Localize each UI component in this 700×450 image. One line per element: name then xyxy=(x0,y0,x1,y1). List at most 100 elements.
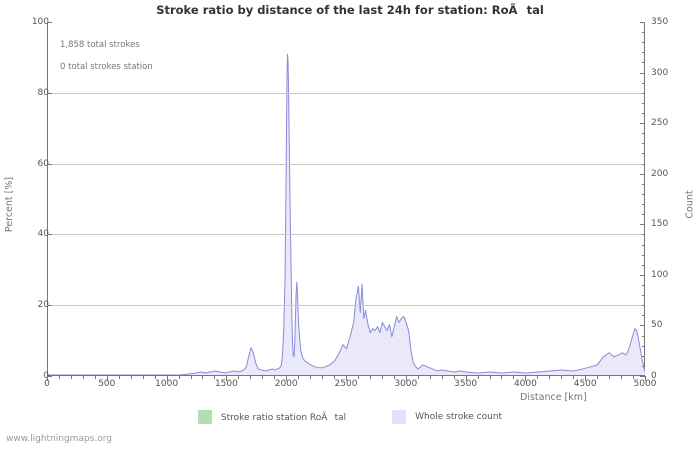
y-axis-right-minor-tick xyxy=(642,164,645,165)
gridline xyxy=(48,163,644,165)
x-axis-minor-tick xyxy=(83,376,84,379)
y-axis-right-minor-tick xyxy=(642,133,645,134)
annotation-block: 1,858 total strokes 0 total strokes stat… xyxy=(60,29,153,84)
x-axis-minor-tick xyxy=(633,376,634,379)
x-axis-tick-mark xyxy=(525,376,526,381)
y-axis-right-minor-tick xyxy=(642,83,645,84)
y-axis-right-minor-tick xyxy=(642,295,645,296)
x-axis-minor-tick xyxy=(59,376,60,379)
y-axis-right-minor-tick xyxy=(642,194,645,195)
y-axis-right-tick-label: 300 xyxy=(651,67,669,78)
x-axis-tick-label: 1000 xyxy=(155,379,179,389)
y-axis-right-minor-tick xyxy=(642,285,645,286)
x-axis-minor-tick xyxy=(549,376,550,379)
x-axis-tick-label: 1500 xyxy=(214,379,238,389)
y-axis-right-tick-label: 50 xyxy=(651,320,663,331)
y-axis-right-minor-tick xyxy=(642,255,645,256)
legend-swatch-icon xyxy=(197,410,212,424)
y-axis-right-minor-tick xyxy=(642,32,645,33)
y-axis-right-minor-tick xyxy=(642,305,645,306)
y-axis-right-minor-tick xyxy=(642,204,645,205)
x-axis-minor-tick xyxy=(179,376,180,379)
x-axis-minor-tick xyxy=(71,376,72,379)
x-axis-tick-mark xyxy=(167,376,168,381)
legend-label: Whole stroke count xyxy=(415,412,503,422)
y-axis-left-label: Percent [%] xyxy=(4,176,16,233)
legend-item-stroke-ratio[interactable]: Stroke ratio station RoÃtal xyxy=(197,410,347,424)
x-axis-tick-label: 2000 xyxy=(274,379,298,389)
y-axis-right-tick-mark xyxy=(640,73,645,74)
x-axis-tick-mark xyxy=(645,376,646,381)
y-axis-left-tick-mark xyxy=(47,93,52,94)
x-axis-minor-tick xyxy=(537,376,538,379)
x-axis-minor-tick xyxy=(274,376,275,379)
y-axis-right-tick-label: 100 xyxy=(651,269,669,280)
x-axis-minor-tick xyxy=(214,376,215,379)
x-axis-minor-tick xyxy=(501,376,502,379)
y-axis-left-tick-mark xyxy=(47,234,52,235)
x-axis-minor-tick xyxy=(310,376,311,379)
y-axis-right-minor-tick xyxy=(642,113,645,114)
x-axis-minor-tick xyxy=(573,376,574,379)
y-axis-right-minor-tick xyxy=(642,52,645,53)
y-axis-right-tick-label: 350 xyxy=(651,17,669,27)
x-axis-minor-tick xyxy=(394,376,395,379)
y-axis-right-tick-mark xyxy=(640,325,645,326)
x-axis-minor-tick xyxy=(561,376,562,379)
y-axis-right-tick-mark xyxy=(640,123,645,124)
y-axis-right-minor-tick xyxy=(642,42,645,43)
y-axis-left-tick-mark xyxy=(47,164,52,165)
x-axis-minor-tick xyxy=(298,376,299,379)
x-axis-tick-label: 2500 xyxy=(334,379,358,389)
x-axis-minor-tick xyxy=(238,376,239,379)
x-axis-minor-tick xyxy=(490,376,491,379)
x-axis-minor-tick xyxy=(262,376,263,379)
x-axis-minor-tick xyxy=(454,376,455,379)
x-axis-tick-mark xyxy=(226,376,227,381)
x-axis-minor-tick xyxy=(322,376,323,379)
x-axis-tick-label: 5000 xyxy=(633,379,657,389)
x-axis-tick-label: 3500 xyxy=(454,379,478,389)
y-axis-right-tick-mark xyxy=(640,174,645,175)
legend-swatch-icon xyxy=(392,410,407,424)
x-axis-tick-label: 0 xyxy=(44,379,50,389)
x-axis-tick-label: 500 xyxy=(98,379,116,389)
y-axis-right-minor-tick xyxy=(642,265,645,266)
x-axis-tick-mark xyxy=(286,376,287,381)
x-axis-tick-label: 4500 xyxy=(573,379,597,389)
gridline xyxy=(48,92,644,94)
x-axis-minor-tick xyxy=(597,376,598,379)
y-axis-left-tick-mark xyxy=(47,376,52,377)
y-axis-right-minor-tick xyxy=(642,93,645,94)
x-axis-minor-tick xyxy=(418,376,419,379)
x-axis-tick-mark xyxy=(406,376,407,381)
x-axis-tick-mark xyxy=(466,376,467,381)
x-axis-minor-tick xyxy=(250,376,251,379)
page-title: Stroke ratio by distance of the last 24h… xyxy=(156,3,544,17)
y-axis-right-tick-label: 150 xyxy=(651,219,669,230)
y-axis-right-tick-label: 250 xyxy=(651,118,669,129)
y-axis-left-tick-label: 20 xyxy=(37,300,49,311)
x-axis-minor-tick xyxy=(95,376,96,379)
x-axis-minor-tick xyxy=(430,376,431,379)
legend-label: Stroke ratio station RoÃtal xyxy=(220,413,347,423)
y-axis-left-tick-label: 60 xyxy=(37,158,49,169)
y-axis-right-minor-tick xyxy=(642,103,645,104)
x-axis-minor-tick xyxy=(334,376,335,379)
y-axis-right-tick-mark xyxy=(640,376,645,377)
x-axis-minor-tick xyxy=(442,376,443,379)
x-axis-minor-tick xyxy=(382,376,383,379)
x-axis-minor-tick xyxy=(358,376,359,379)
x-axis-minor-tick xyxy=(609,376,610,379)
legend-item-whole-stroke-count[interactable]: Whole stroke count xyxy=(392,410,502,424)
footer-url: www.lightningmaps.org xyxy=(6,434,112,444)
y-axis-right-label: Count xyxy=(684,190,696,219)
y-axis-right-minor-tick xyxy=(642,315,645,316)
gridline xyxy=(48,305,644,307)
y-axis-left-tick-label: 40 xyxy=(37,229,49,240)
legend: Stroke ratio station RoÃtal Whole strok… xyxy=(0,410,700,424)
y-axis-right-minor-tick xyxy=(642,62,645,63)
y-axis-right-tick-mark xyxy=(640,224,645,225)
x-axis-tick-label: 4000 xyxy=(513,379,537,389)
